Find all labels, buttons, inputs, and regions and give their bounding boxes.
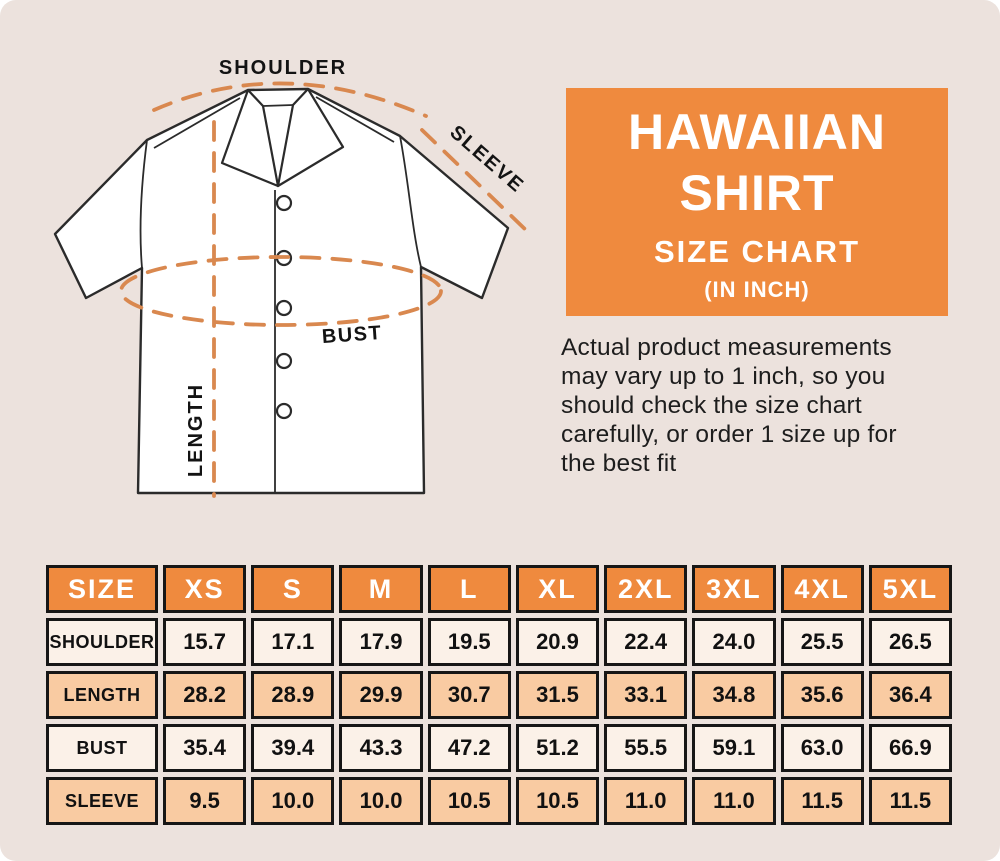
collar-right-lapel	[276, 87, 345, 188]
value-cell: 15.7	[163, 618, 247, 666]
value-cell: 34.8	[692, 671, 776, 719]
shirt-measurement-diagram: SHOULDER SLEEVE BUST LENGTH	[53, 57, 530, 498]
right-yoke-seam	[315, 96, 395, 143]
value-cell: 36.4	[868, 671, 952, 719]
left-yoke-seam	[153, 97, 241, 149]
value-cell: 11.0	[604, 777, 688, 825]
header-cell-2xl: 2XL	[604, 565, 688, 613]
collar-back-seam	[262, 104, 294, 107]
header-cell-size: SIZE	[46, 565, 158, 613]
value-cell: 20.9	[515, 618, 600, 666]
value-cell: 29.9	[339, 671, 423, 719]
description-line: Actual product measurements	[561, 334, 892, 361]
value-cell: 26.5	[868, 618, 952, 666]
header-cell-l: L	[427, 565, 511, 613]
value-cell: 17.1	[251, 618, 335, 666]
value-cell: 35.6	[780, 671, 864, 719]
table-row-sleeve: SLEEVE 9.5 10.0 10.0 10.5 10.5 11.0 11.0…	[46, 777, 952, 825]
description-line: may vary up to 1 inch, so you	[561, 363, 886, 390]
left-armhole-seam	[139, 139, 148, 269]
value-cell: 43.3	[339, 724, 423, 772]
row-label: BUST	[46, 724, 158, 772]
size-chart-table: SIZE XS S M L XL 2XL 3XL 4XL 5XL SHOULDE…	[41, 560, 957, 830]
value-cell: 11.5	[868, 777, 952, 825]
bust-measure-ellipse	[119, 255, 443, 327]
row-label: SLEEVE	[46, 777, 158, 825]
value-cell: 24.0	[692, 618, 776, 666]
value-cell: 47.2	[427, 724, 511, 772]
row-label: LENGTH	[46, 671, 158, 719]
value-cell: 9.5	[163, 777, 247, 825]
value-cell: 10.0	[339, 777, 423, 825]
value-cell: 63.0	[780, 724, 864, 772]
row-label: SHOULDER	[46, 618, 158, 666]
value-cell: 25.5	[780, 618, 864, 666]
page-subtitle: SIZE CHART	[654, 233, 860, 269]
header-cell-m: M	[339, 565, 423, 613]
right-armhole-seam	[399, 135, 422, 268]
button	[275, 194, 293, 212]
sleeve-measure-line	[420, 128, 530, 234]
value-cell: 28.2	[163, 671, 247, 719]
value-cell: 10.0	[251, 777, 335, 825]
value-cell: 33.1	[604, 671, 688, 719]
shoulder-measure-arc	[152, 81, 428, 118]
value-cell: 11.5	[780, 777, 864, 825]
value-cell: 10.5	[427, 777, 511, 825]
value-cell: 28.9	[251, 671, 335, 719]
shoulder-label: SHOULDER	[219, 57, 347, 79]
page-title-line1: HAWAIIAN	[628, 103, 886, 160]
button	[275, 352, 293, 370]
value-cell: 17.9	[339, 618, 423, 666]
value-cell: 31.5	[515, 671, 600, 719]
value-cell: 39.4	[251, 724, 335, 772]
value-cell: 11.0	[692, 777, 776, 825]
table-row-length: LENGTH 28.2 28.9 29.9 30.7 31.5 33.1 34.…	[46, 671, 952, 719]
description-line: should check the size chart	[561, 392, 862, 419]
page-title-line2: SHIRT	[679, 164, 835, 221]
header-cell-5xl: 5XL	[868, 565, 952, 613]
header-cell-xs: XS	[163, 565, 247, 613]
header-cell-4xl: 4XL	[780, 565, 864, 613]
unit-note: (IN INCH)	[704, 276, 810, 302]
bust-label: BUST	[321, 322, 383, 348]
table-header-row: SIZE XS S M L XL 2XL 3XL 4XL 5XL	[46, 565, 952, 613]
value-cell: 55.5	[604, 724, 688, 772]
table-row-bust: BUST 35.4 39.4 43.3 47.2 51.2 55.5 59.1 …	[46, 724, 952, 772]
description-line: carefully, or order 1 size up for	[561, 421, 897, 448]
header-cell-3xl: 3XL	[692, 565, 776, 613]
value-cell: 19.5	[427, 618, 511, 666]
length-label: LENGTH	[185, 383, 207, 477]
header-cell-xl: XL	[515, 565, 600, 613]
table-row-shoulder: SHOULDER 15.7 17.1 17.9 19.5 20.9 22.4 2…	[46, 618, 952, 666]
value-cell: 22.4	[604, 618, 688, 666]
value-cell: 10.5	[515, 777, 600, 825]
description-text: Actual product measurements may vary up …	[561, 333, 965, 478]
description-line: the best fit	[561, 450, 677, 477]
value-cell: 59.1	[692, 724, 776, 772]
button	[275, 299, 293, 317]
title-box: HAWAIIAN SHIRT SIZE CHART (IN INCH)	[566, 88, 948, 316]
value-cell: 30.7	[427, 671, 511, 719]
value-cell: 66.9	[868, 724, 952, 772]
header-cell-s: S	[251, 565, 335, 613]
value-cell: 35.4	[163, 724, 247, 772]
button	[275, 402, 293, 420]
value-cell: 51.2	[515, 724, 600, 772]
